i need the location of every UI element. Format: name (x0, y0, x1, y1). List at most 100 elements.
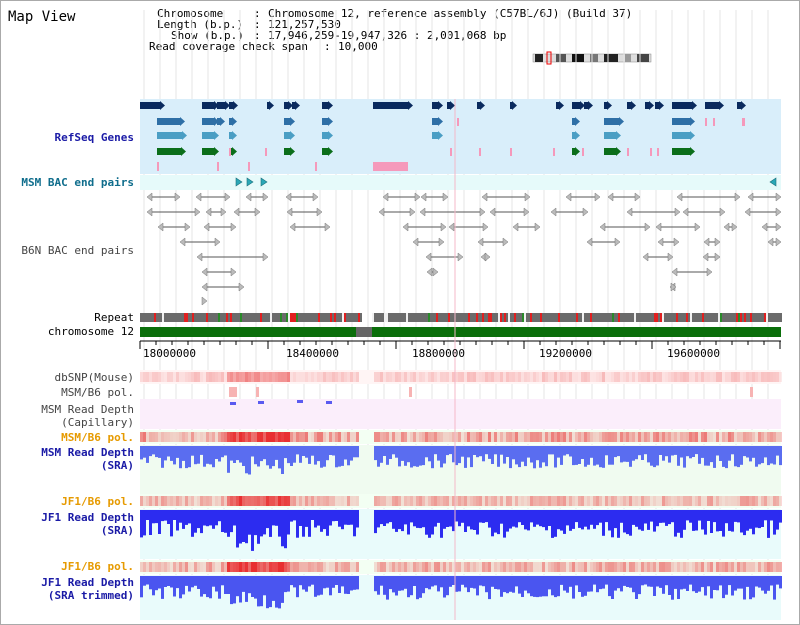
repeat-segment (722, 313, 724, 322)
depth-bar (527, 510, 530, 531)
gene-feature (157, 148, 181, 155)
depth-bar (767, 576, 770, 591)
gene-feature (572, 102, 580, 109)
heat-cell (701, 372, 704, 382)
track-label-msm-depth-cap[interactable]: MSM Read Depth (41, 403, 134, 416)
depth-bar (533, 446, 536, 469)
repeat-segment (740, 313, 742, 322)
bac-end-marker (195, 192, 202, 202)
heat-cell (191, 562, 194, 572)
heat-cell (281, 562, 284, 572)
depth-bar (149, 576, 152, 590)
bac-end-marker (481, 192, 488, 202)
track-label-msm-bac[interactable]: MSM BAC end pairs (21, 176, 134, 189)
heat-cell (692, 496, 695, 506)
msm-bac-pairs[interactable] (235, 177, 777, 187)
track-label-msm-b6-pol[interactable]: MSM/B6 pol. (61, 386, 134, 399)
depth-bar (482, 576, 485, 587)
heat-cell (554, 496, 557, 506)
heat-cell (215, 372, 218, 382)
depth-bar (275, 446, 278, 460)
heat-cell (401, 372, 404, 382)
depth-bar (521, 576, 524, 597)
heat-cell (542, 562, 545, 572)
heat-cell (707, 496, 710, 506)
depth-bar (524, 446, 527, 467)
heat-cell (734, 372, 737, 382)
gene-strand-arrow (719, 101, 724, 110)
heat-cell (773, 432, 776, 442)
depth-bar (515, 446, 518, 465)
repeat-segment (188, 313, 190, 322)
heat-cell (635, 432, 638, 442)
heat-cell (440, 562, 443, 572)
track-label-refseq[interactable]: RefSeq Genes (54, 131, 134, 144)
heat-cell (299, 372, 302, 382)
repeat-segment (592, 313, 594, 322)
repeat-track[interactable] (140, 313, 782, 322)
repeat-segment (218, 313, 220, 322)
heat-cell (290, 496, 293, 506)
heat-cell (503, 562, 506, 572)
heat-cell (227, 496, 230, 506)
track-label-dbsnp[interactable]: dbSNP(Mouse) (54, 371, 134, 384)
track-label-jf1-depth-sra[interactable]: JF1 Read Depth (41, 511, 134, 524)
heat-cell (242, 432, 245, 442)
track-label-msm-depth-sra[interactable]: MSM Read Depth (41, 446, 134, 459)
track-label-chromosome[interactable]: chromosome 12 (47, 325, 134, 338)
heat-cell (602, 496, 605, 506)
heat-cell (593, 372, 596, 382)
depth-bar (188, 446, 191, 468)
depth-bar (308, 446, 311, 464)
depth-bar (350, 446, 353, 461)
depth-bar (482, 510, 485, 523)
repeat-segment (376, 313, 378, 322)
track-label-b6n-bac[interactable]: B6N BAC end pairs (21, 244, 134, 257)
gene-feature-pink (450, 148, 452, 156)
heat-cell (689, 432, 692, 442)
chromosome-bar[interactable] (140, 327, 781, 337)
heat-cell (245, 372, 248, 382)
depth-bar (224, 510, 227, 533)
depth-bar (281, 576, 284, 603)
heat-cell (560, 432, 563, 442)
track-label-msm-b6-pol-2[interactable]: MSM/B6 pol. (61, 431, 134, 444)
depth-bar (515, 510, 518, 528)
track-label-jf1-depth-trim[interactable]: JF1 Read Depth (41, 576, 134, 589)
repeat-segment (544, 313, 546, 322)
repeat-segment (214, 313, 216, 322)
bac-end-marker (230, 267, 237, 277)
gene-feature (604, 132, 616, 139)
bac-end-marker (550, 207, 557, 217)
heat-cell (770, 432, 773, 442)
bac-end-marker (706, 267, 713, 277)
repeat-segment (240, 313, 242, 322)
bac-end-marker (723, 222, 730, 232)
bac-end-marker (196, 252, 203, 262)
pol-feature (229, 387, 237, 397)
heat-cell (266, 372, 269, 382)
heat-cell (311, 562, 314, 572)
gene-feature-pink (742, 118, 745, 126)
depth-bar (380, 576, 383, 586)
refseq-genes[interactable] (140, 101, 746, 171)
heat-cell (380, 562, 383, 572)
track-label-jf1-b6-pol[interactable]: JF1/B6 pol. (61, 495, 134, 508)
depth-bar (386, 510, 389, 524)
repeat-segment (632, 313, 634, 322)
variant-depth-tracks[interactable] (140, 370, 782, 620)
heat-cell (713, 432, 716, 442)
depth-bar (737, 510, 740, 523)
repeat-segment (422, 313, 424, 322)
heat-cell (752, 496, 755, 506)
depth-bar (296, 510, 299, 538)
track-label-repeat[interactable]: Repeat (94, 311, 134, 324)
bac-end-marker (426, 267, 433, 277)
heat-cell (266, 562, 269, 572)
heat-cell (572, 372, 575, 382)
track-label-jf1-b6-pol-2[interactable]: JF1/B6 pol. (61, 560, 134, 573)
heat-cell (593, 432, 596, 442)
repeat-segment (450, 313, 452, 322)
depth-bar (698, 446, 701, 464)
